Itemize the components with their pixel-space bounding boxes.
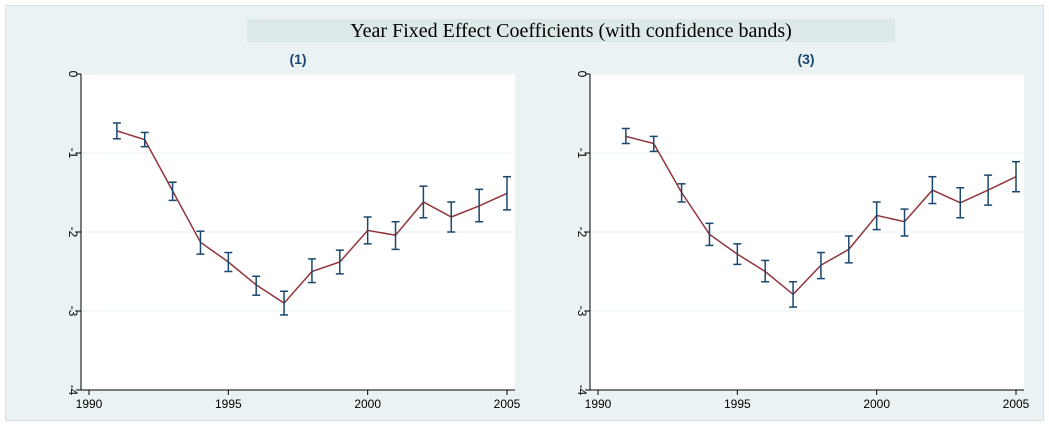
error-bar [307,258,316,284]
error-bar [168,181,177,202]
error-bar [391,220,400,251]
x-tick-label: 2005 [494,397,521,411]
figure-title: Year Fixed Effect Coefficients (with con… [350,20,792,42]
error-bar [956,187,965,219]
error-bar [844,235,853,264]
error-bar [761,259,770,283]
panel-1-title: (1) [289,51,306,67]
panel-3-title: (3) [797,51,814,67]
error-bar [789,281,798,308]
error-bar [900,208,909,237]
error-bar [872,201,881,231]
x-tick-label: 1995 [215,397,242,411]
error-bar [816,251,825,280]
x-tick-label: 1990 [585,397,612,411]
error-bar [363,216,372,245]
y-tick-label: 0 [575,71,589,78]
y-tick-label: 0 [66,71,80,78]
y-tick-label: -1 [575,148,589,159]
y-tick-label: -1 [66,148,80,159]
y-tick-label: -4 [575,385,589,396]
error-bar [196,230,205,255]
title-band [247,19,895,42]
error-bar [677,183,686,203]
y-tick-label: -3 [575,306,589,317]
error-bar [335,249,344,275]
error-bar [224,251,233,273]
error-bar [928,175,937,205]
error-bar [1012,160,1020,193]
x-tick-label: 1990 [76,397,103,411]
x-tick-label: 2000 [354,397,381,411]
error-bar [733,243,742,266]
x-tick-label: 1995 [724,397,751,411]
y-tick-label: -2 [66,227,80,238]
y-tick-label: -3 [66,306,80,317]
error-bar [475,188,484,223]
x-tick-label: 2000 [863,397,890,411]
error-bar [140,131,149,148]
y-tick-label: -4 [66,385,80,396]
error-bar [252,275,261,296]
error-bar [705,222,714,247]
error-bar [503,175,511,211]
error-bar [419,185,428,219]
error-bar [984,174,993,206]
error-bar [112,122,121,140]
error-bar [280,290,289,316]
x-tick-label: 2005 [1003,397,1030,411]
error-bar [447,201,456,233]
error-bar [621,127,630,145]
y-tick-label: -2 [575,227,589,238]
error-bar [649,135,658,153]
